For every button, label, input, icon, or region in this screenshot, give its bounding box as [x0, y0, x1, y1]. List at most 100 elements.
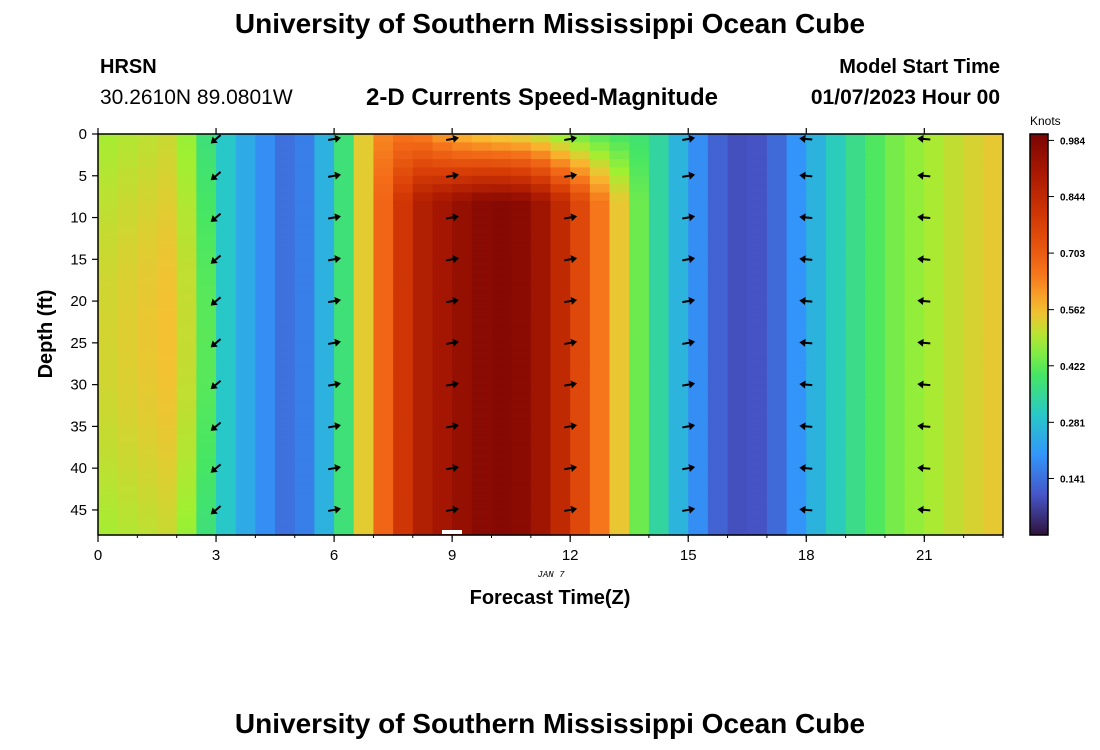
heatmap-cell — [806, 326, 827, 336]
heatmap-cell — [412, 443, 434, 453]
heatmap-cell — [648, 484, 670, 494]
heatmap-cell — [747, 276, 768, 285]
heatmap-cell — [865, 134, 886, 143]
heatmap-cell — [314, 526, 335, 536]
heatmap-cell — [137, 326, 158, 336]
heatmap-cell — [806, 150, 827, 160]
heatmap-cell — [963, 317, 984, 327]
heatmap-cell — [373, 301, 394, 311]
heatmap-cell — [629, 192, 650, 202]
heatmap-cell — [884, 334, 906, 344]
heatmap-cell — [727, 526, 748, 536]
heatmap-cell — [963, 342, 984, 352]
current-vector — [564, 464, 578, 472]
heatmap-cell — [570, 209, 591, 219]
heatmap-cell — [157, 317, 178, 327]
heatmap-cell — [570, 217, 591, 227]
heatmap-cell — [117, 209, 138, 219]
heatmap-cell — [393, 326, 414, 336]
heatmap-cell — [943, 159, 965, 169]
heatmap-cell — [609, 401, 630, 411]
heatmap-cell — [294, 392, 316, 402]
heatmap-cell — [137, 451, 158, 461]
heatmap-cell — [550, 468, 571, 478]
heatmap-cell — [904, 434, 925, 444]
heatmap-cell — [294, 192, 316, 202]
heatmap-cell — [452, 276, 473, 285]
heatmap-cell — [570, 401, 591, 411]
heatmap-cell — [196, 292, 217, 302]
heatmap-cell — [255, 242, 276, 252]
heatmap-cell — [570, 376, 591, 386]
heatmap-cell — [530, 476, 552, 486]
heatmap-cell — [884, 259, 906, 269]
heatmap-cell — [334, 142, 355, 152]
heatmap-cell — [727, 292, 748, 302]
heatmap-cell — [609, 217, 630, 227]
heatmap-cell — [373, 459, 394, 469]
heatmap-cell — [98, 501, 119, 511]
heatmap-cell — [511, 301, 532, 311]
heatmap-cell — [943, 326, 965, 336]
x-axis-title: Forecast Time(Z) — [470, 587, 631, 609]
heatmap-cell — [334, 392, 355, 402]
heatmap-cell — [589, 142, 611, 152]
station-coordinates: 30.2610N 89.0801W — [100, 86, 293, 109]
heatmap-cell — [334, 409, 355, 419]
heatmap-cell — [235, 142, 256, 152]
heatmap-cell — [550, 493, 571, 503]
heatmap-cell — [825, 234, 847, 244]
heatmap-cell — [255, 292, 276, 302]
heatmap-cell — [825, 493, 847, 503]
heatmap-cell — [629, 150, 650, 160]
colorbar-tick-label: 0.281 — [1060, 418, 1085, 429]
heatmap-cell — [196, 418, 217, 427]
heatmap-cell — [747, 526, 768, 536]
heatmap-cell — [393, 468, 414, 478]
heatmap-cell — [98, 518, 119, 528]
heatmap-cell — [806, 267, 827, 277]
heatmap-cell — [943, 526, 965, 536]
heatmap-cell — [98, 209, 119, 219]
heatmap-cell — [924, 209, 945, 219]
heatmap-cell — [845, 225, 866, 235]
heatmap-cell — [845, 451, 866, 461]
heatmap-cell — [924, 501, 945, 511]
y-tick-label: 0 — [79, 126, 87, 143]
heatmap-cell — [629, 284, 650, 294]
current-vectors — [210, 134, 931, 515]
heatmap-cell — [294, 334, 316, 344]
heatmap-cell — [589, 518, 611, 528]
heatmap-cell — [353, 225, 375, 235]
heatmap-cell — [511, 309, 532, 319]
heatmap-cell — [117, 418, 138, 427]
heatmap-cell — [983, 134, 1004, 143]
heatmap-cell — [353, 443, 375, 453]
heatmap-cell — [196, 459, 217, 469]
heatmap-cell — [491, 276, 512, 285]
heatmap-cell — [668, 225, 689, 235]
heatmap-cell — [275, 276, 296, 285]
current-vector — [682, 255, 696, 264]
heatmap-cell — [550, 276, 571, 285]
heatmap-cell — [432, 342, 453, 352]
heatmap-cell — [589, 376, 611, 386]
heatmap-cell — [589, 418, 611, 427]
heatmap-cell — [983, 192, 1004, 202]
heatmap-cell — [255, 276, 276, 285]
heatmap-cell — [98, 526, 119, 536]
heatmap-cell — [707, 284, 729, 294]
heatmap-cell — [334, 167, 355, 177]
heatmap-cell — [157, 459, 178, 469]
heatmap-cell — [766, 234, 788, 244]
heatmap-cell — [491, 418, 512, 427]
heatmap-cell — [255, 518, 276, 528]
heatmap-cell — [452, 309, 473, 319]
heatmap-cell — [432, 225, 453, 235]
heatmap-cell — [432, 292, 453, 302]
heatmap-cell — [275, 284, 296, 294]
heatmap-cell — [589, 384, 611, 394]
heatmap-cell — [314, 309, 335, 319]
heatmap-cell — [196, 334, 217, 344]
heatmap-cell — [786, 242, 807, 252]
